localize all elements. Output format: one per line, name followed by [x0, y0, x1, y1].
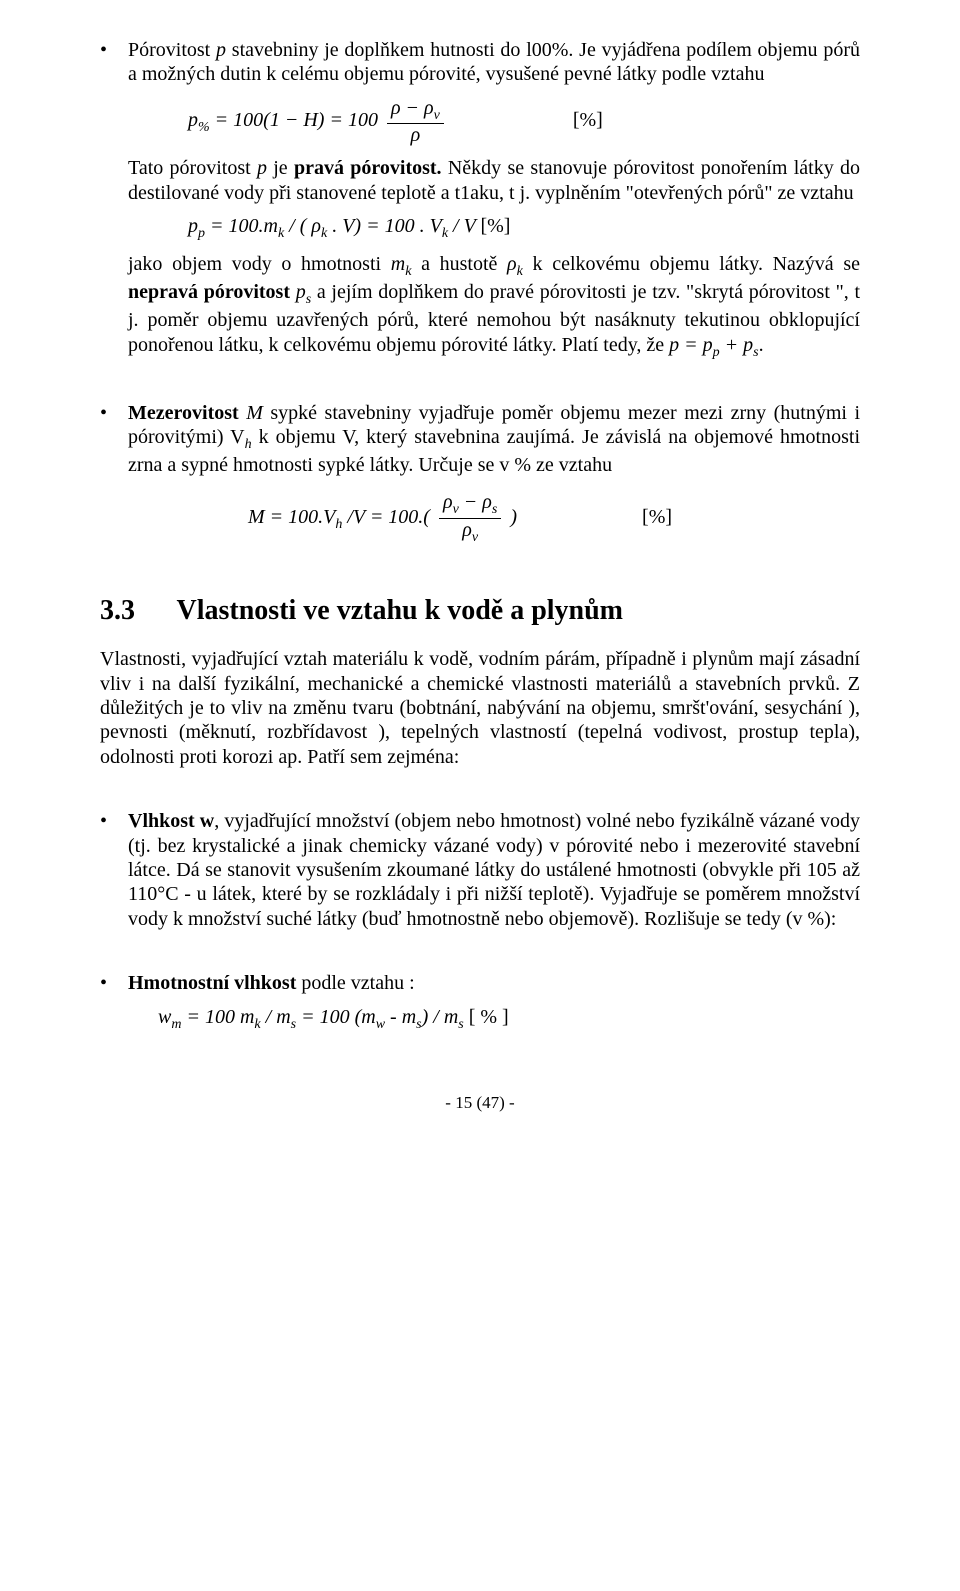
section-title: Vlastnosti ve vztahu k vodě a plynům	[177, 595, 624, 626]
bullet-dot: •	[100, 401, 128, 425]
bullet-dot: •	[100, 971, 128, 995]
porosity-formula-pp: pp = 100.mk / ( ρk . V) = 100 . Vk / V […	[188, 215, 860, 242]
porosity-explain: jako objem vody o hmotnosti mk a hustotě…	[128, 252, 860, 361]
hmotnostni-formula: wm = 100 mk / ms = 100 (mw - ms) / ms [ …	[158, 1006, 860, 1033]
porosity-formula-unit: [%]	[573, 109, 603, 132]
porosity-lead: Pórovitost p stavebniny je doplňkem hutn…	[128, 38, 860, 87]
porosity-after: Tato pórovitost p je pravá pórovitost. N…	[128, 156, 860, 205]
bullet-porosity: • Pórovitost p stavebniny je doplňkem hu…	[100, 38, 860, 371]
section-heading: 3.3 Vlastnosti ve vztahu k vodě a plynům	[100, 595, 860, 627]
page: • Pórovitost p stavebniny je doplňkem hu…	[0, 0, 960, 1591]
bullet-body: Vlhkost w, vyjadřující množství (objem n…	[128, 809, 860, 941]
mezerovitost-formula-unit: [%]	[642, 506, 672, 529]
bullet-dot: •	[100, 38, 128, 62]
bullet-mezerovitost: • Mezerovitost M sypké stavebniny vyjadř…	[100, 401, 860, 560]
bullet-vlhkost: • Vlhkost w, vyjadřující množství (objem…	[100, 809, 860, 941]
mezerovitost-formula: M = 100.Vh /V = 100.( ρv − ρsρv ) [%]	[248, 491, 860, 545]
section-para: Vlastnosti, vyjadřující vztah materiálu …	[100, 647, 860, 769]
mezerovitost-formula-expr: M = 100.Vh /V = 100.( ρv − ρsρv )	[248, 506, 517, 528]
bullet-hmotnostni: • Hmotnostní vlhkost podle vztahu : wm =…	[100, 971, 860, 1042]
mezerovitost-text: Mezerovitost M sypké stavebniny vyjadřuj…	[128, 401, 860, 478]
bullet-body: Pórovitost p stavebniny je doplňkem hutn…	[128, 38, 860, 371]
porosity-formula-expr: p% = 100(1 − H) = 100 ρ − ρvρ	[188, 109, 448, 131]
vlhkost-text: Vlhkost w, vyjadřující množství (objem n…	[128, 809, 860, 931]
spacer	[100, 941, 860, 971]
bullet-dot: •	[100, 809, 128, 833]
bullet-body: Mezerovitost M sypké stavebniny vyjadřuj…	[128, 401, 860, 560]
section-number: 3.3	[100, 595, 170, 627]
spacer	[100, 779, 860, 809]
spacer	[100, 371, 860, 401]
hmotnostni-label: Hmotnostní vlhkost podle vztahu :	[128, 971, 860, 995]
page-footer: - 15 (47) -	[100, 1093, 860, 1113]
bullet-body: Hmotnostní vlhkost podle vztahu : wm = 1…	[128, 971, 860, 1042]
porosity-formula-main: p% = 100(1 − H) = 100 ρ − ρvρ [%]	[188, 97, 860, 146]
